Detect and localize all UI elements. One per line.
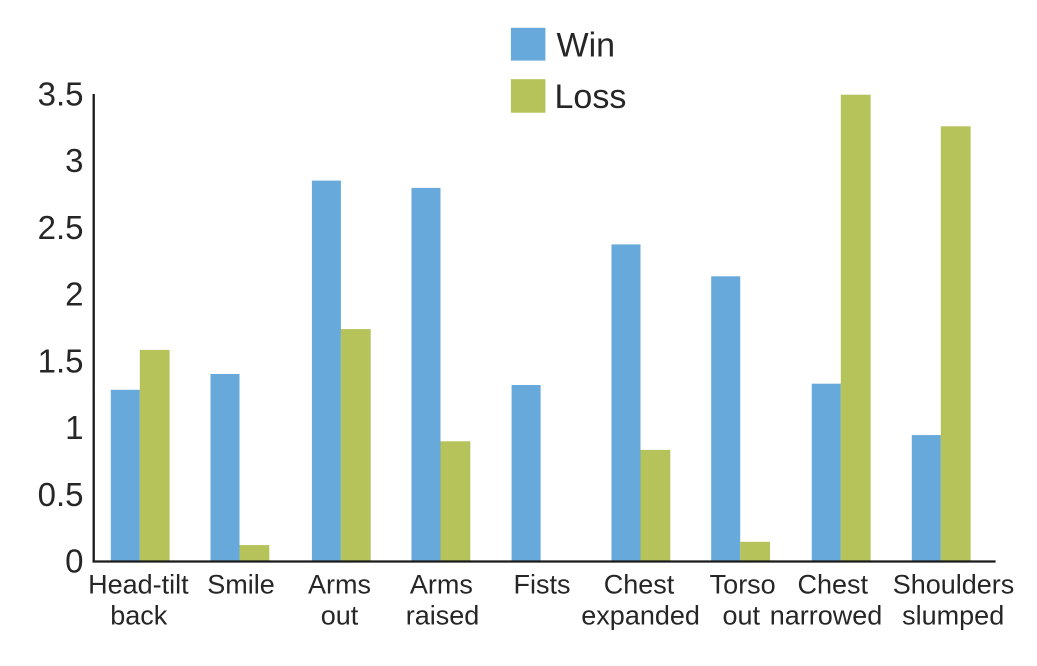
- svg-text:3: 3: [65, 142, 83, 179]
- svg-text:back: back: [110, 601, 168, 631]
- svg-text:Win: Win: [557, 27, 616, 65]
- svg-text:3.5: 3.5: [38, 76, 84, 113]
- svg-text:Fists: Fists: [514, 570, 571, 600]
- svg-text:0.5: 0.5: [38, 476, 84, 513]
- svg-text:2: 2: [65, 276, 83, 313]
- svg-text:1: 1: [65, 409, 83, 446]
- svg-text:Chest: Chest: [604, 570, 675, 600]
- svg-text:Chest: Chest: [798, 570, 869, 600]
- svg-text:Arms: Arms: [308, 570, 371, 600]
- svg-text:narrowed: narrowed: [770, 601, 883, 631]
- svg-text:expanded: expanded: [581, 601, 700, 631]
- svg-text:1.5: 1.5: [38, 342, 84, 379]
- svg-text:0: 0: [65, 543, 83, 580]
- svg-text:out: out: [723, 601, 761, 631]
- svg-text:raised: raised: [406, 601, 480, 631]
- svg-text:Head-tilt: Head-tilt: [88, 570, 189, 600]
- svg-text:Torso: Torso: [710, 570, 776, 600]
- svg-text:Shoulders: Shoulders: [893, 570, 1015, 600]
- svg-text:out: out: [321, 601, 359, 631]
- svg-text:Loss: Loss: [555, 78, 627, 116]
- svg-text:2.5: 2.5: [38, 209, 84, 246]
- svg-text:Smile: Smile: [207, 570, 275, 600]
- svg-text:slumped: slumped: [902, 601, 1004, 631]
- svg-text:Arms: Arms: [410, 570, 473, 600]
